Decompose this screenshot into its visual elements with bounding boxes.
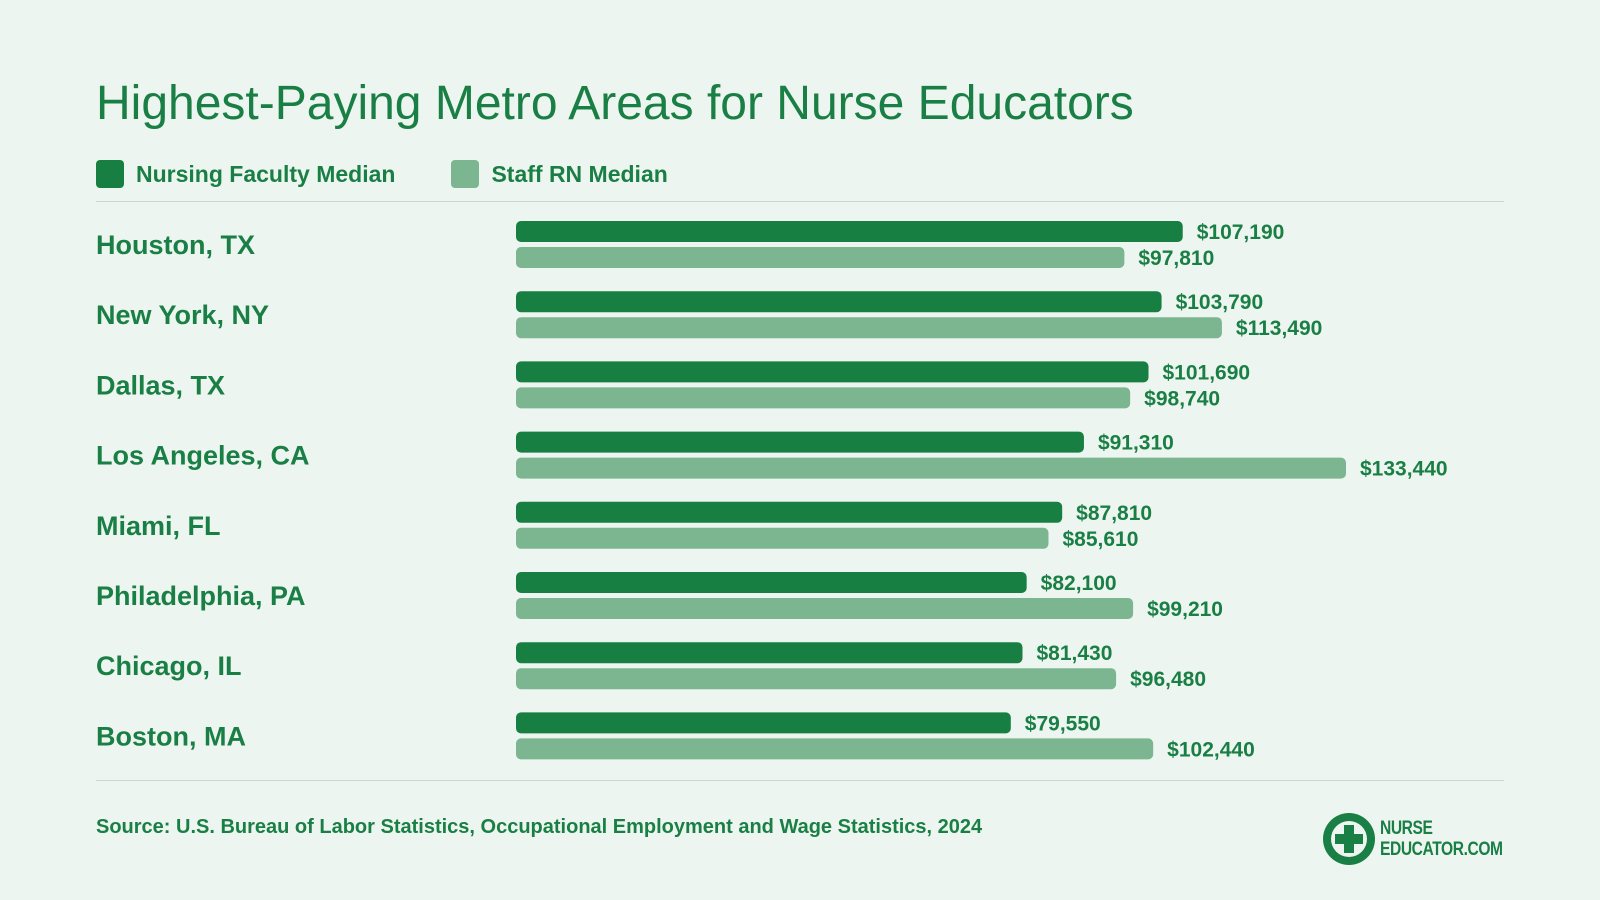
category-label-chicago-il: Chicago, IL <box>96 651 242 681</box>
value-label-staff-new-york-ny: $113,490 <box>1236 317 1322 340</box>
value-label-staff-miami-fl: $85,610 <box>1062 528 1138 551</box>
value-label-faculty-new-york-ny: $103,790 <box>1176 291 1264 314</box>
bar-staff-dallas-tx <box>516 387 1131 409</box>
logo-line2: EDUCATOR.COM <box>1380 839 1503 860</box>
category-label-dallas-tx: Dallas, TX <box>96 370 225 400</box>
value-label-staff-los-angeles-ca: $133,440 <box>1360 458 1448 481</box>
legend-swatch-staff <box>451 160 480 188</box>
logo: NURSE EDUCATOR.COM <box>1322 812 1530 866</box>
bar-faculty-los-angeles-ca <box>516 431 1084 453</box>
bar-staff-new-york-ny <box>516 317 1222 339</box>
value-label-staff-chicago-il: $96,480 <box>1130 668 1206 691</box>
legend: Nursing Faculty Median Staff RN Median <box>96 160 724 188</box>
logo-text: NURSE EDUCATOR.COM <box>1380 818 1503 860</box>
value-label-staff-boston-ma: $102,440 <box>1167 738 1255 761</box>
medical-cross-icon <box>1323 813 1375 865</box>
bottom-divider <box>96 780 1504 781</box>
bar-staff-houston-tx <box>516 247 1125 268</box>
legend-label-staff: Staff RN Median <box>491 160 668 187</box>
source-note: Source: U.S. Bureau of Labor Statistics,… <box>96 816 983 838</box>
value-label-faculty-dallas-tx: $101,690 <box>1163 361 1251 384</box>
value-label-faculty-houston-tx: $107,190 <box>1197 221 1285 244</box>
legend-swatch-faculty <box>96 160 124 188</box>
category-label-philadelphia-pa: Philadelphia, PA <box>96 581 306 611</box>
value-label-faculty-miami-fl: $87,810 <box>1076 502 1152 525</box>
category-label-new-york-ny: New York, NY <box>96 300 269 330</box>
bar-faculty-houston-tx <box>516 221 1183 242</box>
bar-faculty-chicago-il <box>516 642 1023 664</box>
bar-staff-philadelphia-pa <box>516 598 1134 619</box>
legend-item-faculty: Nursing Faculty Median <box>96 160 395 188</box>
value-label-faculty-boston-ma: $79,550 <box>1025 712 1101 735</box>
bar-staff-miami-fl <box>516 527 1049 549</box>
category-label-houston-tx: Houston, TX <box>96 230 255 260</box>
bar-faculty-philadelphia-pa <box>516 572 1027 593</box>
value-label-faculty-los-angeles-ca: $91,310 <box>1098 432 1174 455</box>
bar-staff-chicago-il <box>516 668 1117 690</box>
value-label-faculty-philadelphia-pa: $82,100 <box>1041 572 1117 595</box>
value-label-staff-houston-tx: $97,810 <box>1138 247 1214 270</box>
bar-staff-boston-ma <box>516 738 1154 760</box>
category-label-miami-fl: Miami, FL <box>96 511 221 541</box>
category-label-los-angeles-ca: Los Angeles, CA <box>96 441 310 471</box>
chart-title: Highest-Paying Metro Areas for Nurse Edu… <box>96 77 1134 130</box>
value-label-faculty-chicago-il: $81,430 <box>1036 642 1112 665</box>
logo-line1: NURSE <box>1380 818 1433 839</box>
bar-faculty-dallas-tx <box>516 361 1149 383</box>
category-label-boston-ma: Boston, MA <box>96 721 246 751</box>
legend-item-staff: Staff RN Median <box>451 160 668 188</box>
bar-staff-los-angeles-ca <box>516 457 1346 479</box>
bar-faculty-new-york-ny <box>516 291 1162 313</box>
bar-faculty-miami-fl <box>516 501 1063 523</box>
top-divider <box>96 201 1504 202</box>
legend-label-faculty: Nursing Faculty Median <box>136 160 396 187</box>
value-label-staff-philadelphia-pa: $99,210 <box>1147 598 1223 621</box>
value-label-staff-dallas-tx: $98,740 <box>1144 387 1220 410</box>
bar-faculty-boston-ma <box>516 712 1011 734</box>
